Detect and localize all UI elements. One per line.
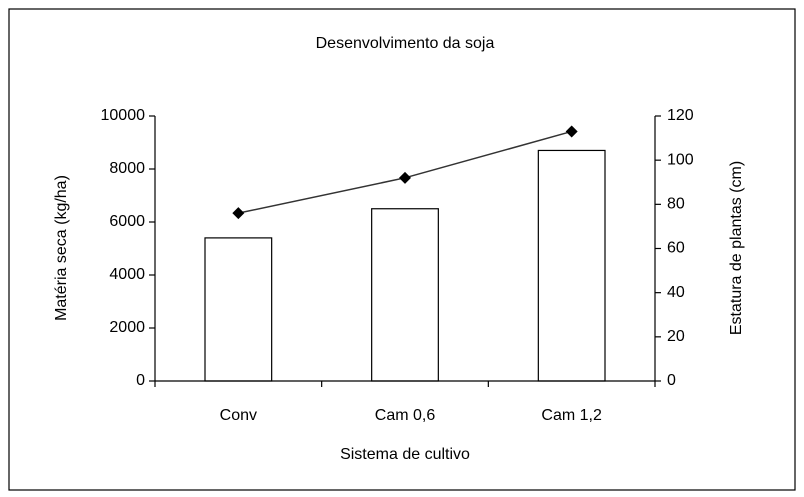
y2-tick-label: 80 (667, 196, 685, 213)
marker (232, 207, 245, 220)
y2-tick-label: 20 (667, 328, 685, 345)
x-axis-label: Sistema de cultivo (340, 446, 470, 463)
y-tick-label: 2000 (109, 319, 145, 336)
chart-title: Desenvolvimento da soja (316, 35, 495, 52)
y2-tick-label: 0 (667, 372, 676, 389)
marker (399, 171, 411, 184)
y2-axis-label: Estatura de plantas (cm) (728, 161, 745, 335)
bar (537, 149, 606, 382)
y2-tick-label: 100 (667, 151, 694, 168)
y-tick-label: 8000 (109, 160, 145, 177)
y-tick-label: 6000 (109, 213, 145, 230)
y-tick-label: 4000 (109, 266, 145, 283)
y-axis-label: Matéria seca (kg/ha) (53, 175, 70, 321)
x-tick-label: Cam 1,2 (541, 407, 602, 424)
y-tick-label: 10000 (101, 107, 146, 124)
x-tick-label: Cam 0,6 (375, 407, 436, 424)
y-tick-label: 0 (136, 372, 145, 389)
y2-tick-label: 60 (667, 240, 685, 257)
y2-tick-label: 120 (667, 107, 694, 124)
bar (371, 208, 439, 382)
x-tick-label: Conv (220, 407, 257, 424)
marker (565, 125, 578, 138)
bar (204, 237, 273, 382)
y2-tick-label: 40 (667, 284, 685, 301)
